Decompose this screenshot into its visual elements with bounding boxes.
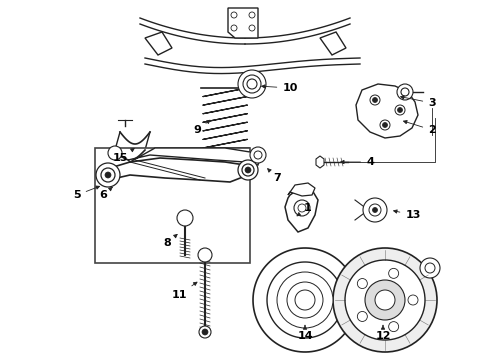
Polygon shape (103, 158, 248, 182)
Circle shape (105, 172, 111, 178)
Text: 5: 5 (73, 186, 99, 200)
Circle shape (397, 84, 413, 100)
Circle shape (397, 108, 402, 112)
Circle shape (401, 88, 409, 96)
Circle shape (298, 204, 306, 212)
Text: 1: 1 (297, 203, 312, 216)
Circle shape (363, 198, 387, 222)
Text: 2: 2 (404, 121, 436, 135)
Text: 11: 11 (171, 282, 197, 300)
Circle shape (249, 12, 255, 18)
Text: 15: 15 (112, 149, 134, 163)
Circle shape (231, 12, 237, 18)
Circle shape (395, 105, 405, 115)
Circle shape (408, 295, 418, 305)
Circle shape (372, 98, 377, 103)
Circle shape (383, 122, 388, 127)
Text: 7: 7 (268, 168, 281, 183)
Polygon shape (356, 84, 418, 138)
Polygon shape (288, 183, 315, 196)
Text: 9: 9 (193, 120, 210, 135)
Circle shape (247, 79, 257, 89)
Circle shape (242, 164, 254, 176)
Circle shape (375, 290, 395, 310)
Circle shape (231, 25, 237, 31)
Polygon shape (128, 148, 260, 165)
Text: 4: 4 (341, 157, 374, 167)
Circle shape (333, 248, 437, 352)
Circle shape (202, 329, 208, 335)
Text: 12: 12 (375, 325, 391, 341)
Circle shape (370, 95, 380, 105)
Circle shape (365, 280, 405, 320)
Circle shape (177, 210, 193, 226)
Text: 14: 14 (297, 325, 313, 341)
Circle shape (295, 290, 315, 310)
Polygon shape (228, 8, 258, 38)
Circle shape (294, 200, 310, 216)
Polygon shape (316, 156, 324, 168)
Circle shape (238, 160, 258, 180)
Circle shape (199, 326, 211, 338)
Circle shape (254, 151, 262, 159)
Circle shape (389, 321, 399, 332)
Circle shape (101, 168, 115, 182)
Circle shape (380, 120, 390, 130)
Text: 3: 3 (401, 96, 436, 108)
Text: 8: 8 (163, 234, 177, 248)
Circle shape (372, 207, 377, 212)
Circle shape (108, 146, 122, 160)
Circle shape (287, 282, 323, 318)
Text: 13: 13 (393, 210, 421, 220)
Text: 6: 6 (99, 187, 112, 200)
Circle shape (238, 70, 266, 98)
Circle shape (277, 272, 333, 328)
Circle shape (250, 147, 266, 163)
Circle shape (389, 268, 399, 278)
Polygon shape (285, 188, 318, 232)
Circle shape (249, 25, 255, 31)
Circle shape (420, 258, 440, 278)
Bar (95, 148, 250, 263)
Circle shape (243, 75, 261, 93)
Circle shape (357, 311, 368, 321)
Circle shape (245, 167, 251, 173)
Circle shape (425, 263, 435, 273)
Circle shape (357, 279, 368, 289)
Circle shape (369, 204, 381, 216)
Polygon shape (320, 32, 346, 55)
Text: 10: 10 (262, 83, 298, 93)
Circle shape (345, 260, 425, 340)
Circle shape (96, 163, 120, 187)
Circle shape (198, 248, 212, 262)
Polygon shape (145, 32, 172, 55)
